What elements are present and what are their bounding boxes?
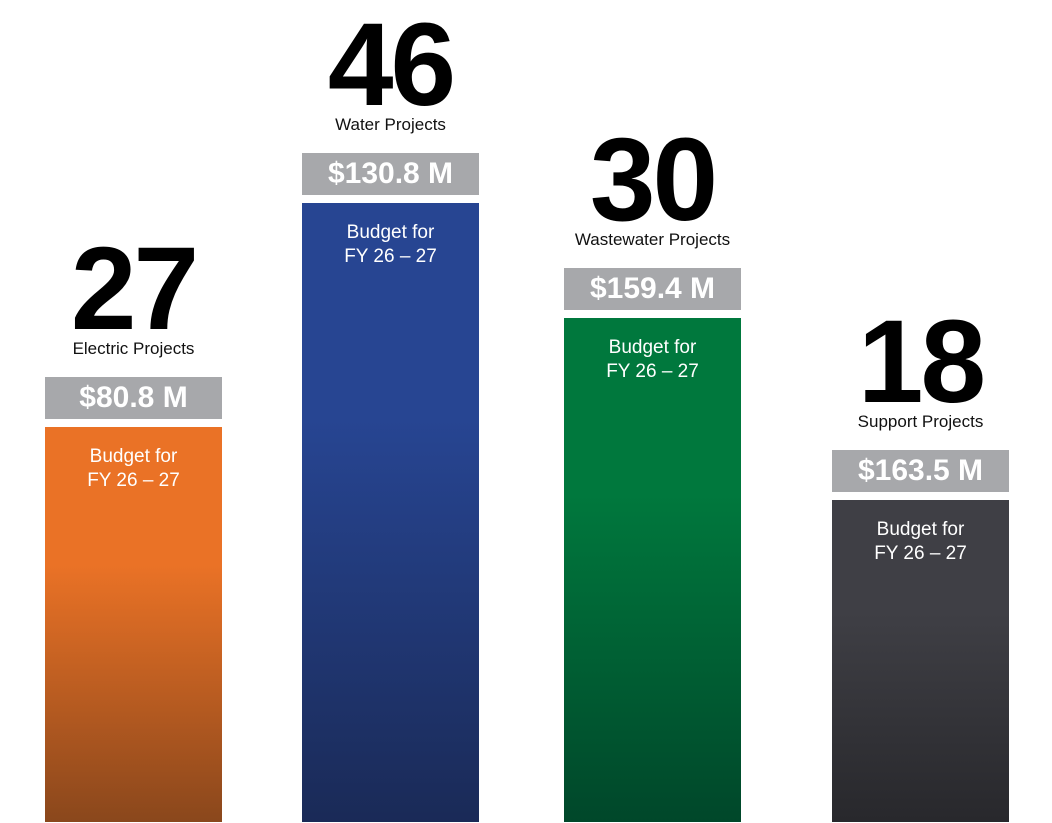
budget-amount: $159.4 M bbox=[564, 268, 741, 310]
project-label: Wastewater Projects bbox=[574, 230, 731, 249]
project-label: Support Projects bbox=[857, 412, 984, 431]
column: 27 Electric Projects $80.8 M Budget for FY 2… bbox=[45, 0, 222, 823]
budget-amount: $80.8 M bbox=[45, 377, 222, 419]
bar-note: Budget for FY 26 – 27 bbox=[832, 518, 1009, 566]
project-count: 18 bbox=[857, 296, 986, 428]
note-line: Budget for bbox=[346, 222, 435, 243]
project-count: 46 bbox=[327, 0, 456, 131]
note-line: Budget for bbox=[89, 446, 178, 467]
bar-note: Budget for FY 26 – 27 bbox=[45, 445, 222, 493]
note-line: Budget for bbox=[876, 519, 965, 540]
project-label: Water Projects bbox=[335, 115, 446, 134]
bar: Budget for FY 26 – 27 bbox=[45, 427, 222, 822]
project-count: 30 bbox=[589, 114, 718, 246]
bar: Budget for FY 26 – 27 bbox=[302, 203, 479, 822]
budget-amount: $163.5 M bbox=[832, 450, 1009, 492]
bar: Budget for FY 26 – 27 bbox=[564, 318, 741, 822]
bar: Budget for FY 26 – 27 bbox=[832, 500, 1009, 822]
note-line: FY 26 – 27 bbox=[87, 470, 180, 491]
note-line: FY 26 – 27 bbox=[606, 361, 699, 382]
column: 30 Wastewater Projects $159.4 M Budget for F… bbox=[564, 0, 741, 823]
project-count: 27 bbox=[70, 223, 199, 355]
column: 46 Water Projects $130.8 M Budget for FY 26 … bbox=[302, 0, 479, 823]
budget-amount: $130.8 M bbox=[302, 153, 479, 195]
bar-note: Budget for FY 26 – 27 bbox=[564, 336, 741, 384]
note-line: FY 26 – 27 bbox=[344, 246, 437, 267]
bar-note: Budget for FY 26 – 27 bbox=[302, 221, 479, 269]
note-line: FY 26 – 27 bbox=[874, 543, 967, 564]
project-label: Electric Projects bbox=[72, 339, 195, 358]
column: 18 Support Projects $163.5 M Budget for FY 2… bbox=[832, 0, 1009, 823]
note-line: Budget for bbox=[608, 337, 697, 358]
